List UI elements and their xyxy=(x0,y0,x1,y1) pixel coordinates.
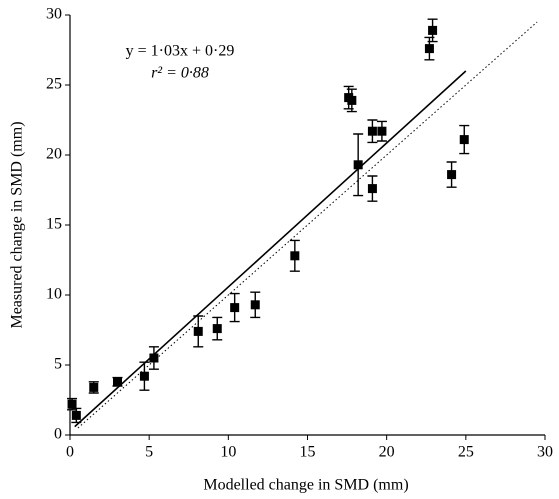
y-axis-label: Measured change in SMD (mm) xyxy=(9,121,26,328)
x-tick-label: 25 xyxy=(458,444,474,461)
x-tick-label: 30 xyxy=(537,444,553,461)
data-point xyxy=(250,300,260,310)
data-point xyxy=(212,324,222,334)
data-point xyxy=(424,44,434,54)
x-tick-label: 0 xyxy=(66,444,74,461)
data-point xyxy=(193,326,203,336)
fit-line xyxy=(74,70,467,428)
x-tick-label: 10 xyxy=(220,444,236,461)
data-point xyxy=(71,410,81,420)
x-tick-label: 5 xyxy=(145,444,153,461)
y-tick-label: 5 xyxy=(54,356,62,373)
y-tick-label: 25 xyxy=(46,76,62,93)
data-point xyxy=(113,377,122,387)
data-point xyxy=(377,126,387,136)
y-tick-label: 0 xyxy=(54,426,62,443)
data-point xyxy=(428,25,438,35)
data-point xyxy=(149,353,159,363)
data-point xyxy=(447,170,457,180)
y-tick-label: 20 xyxy=(46,146,62,163)
data-point xyxy=(367,184,377,194)
equation: y = 1·03x + 0·29 xyxy=(126,43,235,60)
r-squared: r² = 0·88 xyxy=(151,65,209,82)
data-point xyxy=(290,251,300,261)
x-axis-label: Modelled change in SMD (mm) xyxy=(203,477,408,494)
y-tick-label: 10 xyxy=(46,286,62,303)
data-point xyxy=(139,371,149,381)
data-point xyxy=(367,126,377,136)
y-tick-label: 15 xyxy=(46,216,62,233)
x-tick-label: 15 xyxy=(300,444,316,461)
data-point xyxy=(347,95,357,105)
data-point xyxy=(230,303,240,313)
data-point xyxy=(459,135,469,145)
data-point xyxy=(89,382,99,392)
x-tick-label: 20 xyxy=(379,444,395,461)
data-point xyxy=(67,399,77,409)
data-point xyxy=(353,160,363,170)
y-tick-label: 30 xyxy=(46,6,62,23)
reference-line xyxy=(77,21,538,429)
